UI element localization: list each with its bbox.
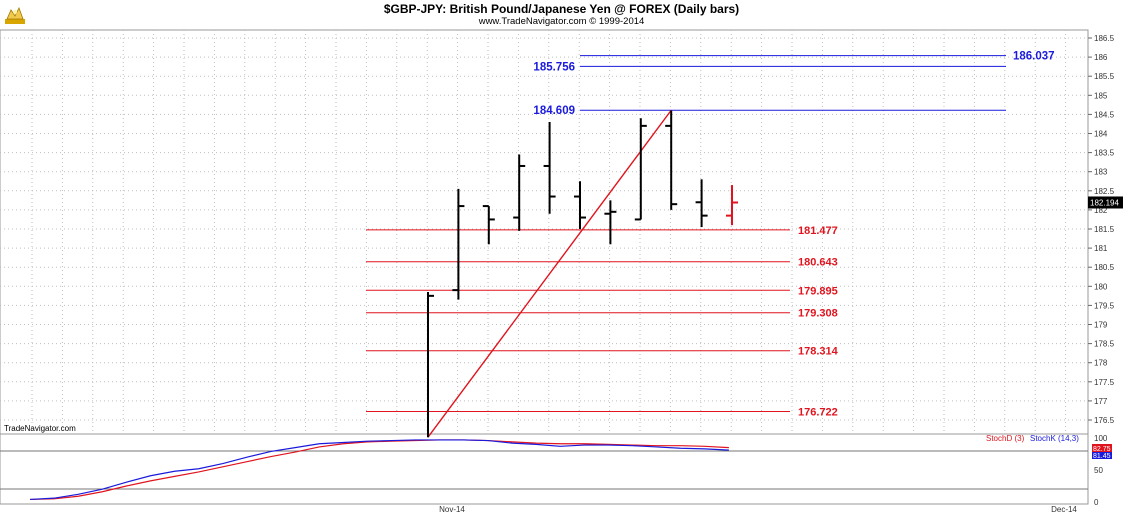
retracement-label: 176.722 — [798, 407, 838, 419]
extension-label: 184.609 — [533, 105, 575, 117]
y-axis-tick-label: 182 — [1094, 206, 1108, 215]
y-axis-tick-label: 183 — [1094, 168, 1108, 177]
y-axis-tick-label: 180.5 — [1094, 263, 1115, 272]
y-axis-tick-label: 186.5 — [1094, 34, 1115, 43]
y-axis-tick-label: 177 — [1094, 397, 1108, 406]
retracement-label: 178.314 — [798, 346, 839, 358]
stoch-k-legend: StochK (14,3) — [1030, 434, 1079, 443]
y-axis-tick-label: 178.5 — [1094, 340, 1115, 349]
y-axis-tick-label: 184.5 — [1094, 110, 1115, 119]
stoch-d-value-label: 82.75 — [1093, 446, 1111, 453]
x-axis-label: Dec-14 — [1051, 505, 1077, 514]
last-price-box — [1088, 196, 1123, 209]
stoch-d-legend: StochD (3) — [986, 434, 1025, 443]
chart-title: $GBP-JPY: British Pound/Japanese Yen @ F… — [383, 2, 740, 16]
stoch-y-tick-label: 100 — [1094, 434, 1108, 443]
y-axis-tick-label: 184 — [1094, 130, 1108, 139]
watermark-text: TradeNavigator.com — [4, 424, 76, 433]
y-axis-tick-label: 181 — [1094, 244, 1108, 253]
y-axis-tick-label: 179 — [1094, 321, 1108, 330]
retracement-label: 179.308 — [798, 308, 838, 320]
extension-label: 186.037 — [1013, 51, 1055, 63]
stoch-d-value-box — [1092, 444, 1112, 452]
stoch-d-line — [29, 439, 729, 501]
stoch-y-tick-label: 50 — [1094, 466, 1103, 475]
retracement-label: 179.895 — [798, 285, 838, 297]
y-axis-tick-label: 182.5 — [1094, 187, 1115, 196]
x-axis-label: Nov-14 — [439, 505, 465, 514]
y-axis-tick-label: 181.5 — [1094, 225, 1115, 234]
retracement-label: 181.477 — [798, 225, 838, 237]
y-axis-tick-label: 179.5 — [1094, 301, 1115, 310]
y-axis-tick-label: 177.5 — [1094, 378, 1115, 387]
stoch-k-line — [29, 439, 729, 501]
y-axis-tick-label: 186 — [1094, 53, 1108, 62]
extension-label: 185.756 — [533, 61, 575, 73]
y-axis-tick-label: 183.5 — [1094, 149, 1115, 158]
chart-subtitle: www.TradeNavigator.com © 1999-2014 — [478, 16, 645, 27]
trend-line — [427, 109, 672, 438]
last-price-label: 182.194 — [1090, 198, 1119, 207]
price-panel-frame — [0, 29, 1089, 435]
stoch-k-value-label: 81.45 — [1093, 453, 1111, 460]
stoch-y-tick-label: 0 — [1094, 498, 1099, 507]
retracement-label: 180.643 — [798, 257, 838, 269]
y-axis-tick-label: 185 — [1094, 91, 1108, 100]
stoch-k-value-box — [1092, 452, 1112, 459]
y-axis-tick-label: 178 — [1094, 359, 1108, 368]
stochastic-panel-frame — [0, 433, 1089, 505]
y-axis-tick-label: 180 — [1094, 282, 1108, 291]
y-axis-tick-label: 185.5 — [1094, 72, 1115, 81]
y-axis-tick-label: 176.5 — [1094, 416, 1115, 425]
trade-navigator-logo-icon — [5, 6, 25, 24]
